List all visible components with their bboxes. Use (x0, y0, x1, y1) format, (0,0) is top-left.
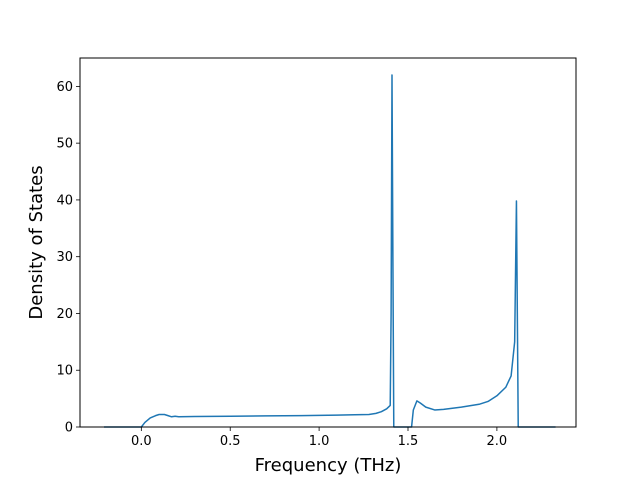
y-tick-label: 20 (56, 307, 73, 322)
ticks: 0.0 0.5 1.0 1.5 2.0 0 10 20 30 40 50 60 (56, 80, 507, 449)
y-tick-label: 10 (56, 364, 73, 379)
x-tick-label: 0.5 (220, 434, 241, 449)
x-axis-label: Frequency (THz) (255, 455, 402, 476)
plot-area (104, 74, 556, 428)
axes-frame (79, 57, 577, 428)
x-tick-label: 1.0 (309, 434, 330, 449)
y-tick-label: 0 (65, 421, 73, 436)
y-tick-label: 50 (56, 137, 73, 152)
dos-series-line (104, 74, 556, 428)
x-tick-label: 0.0 (131, 434, 152, 449)
x-tick-label: 2.0 (487, 434, 508, 449)
y-tick-label: 60 (56, 80, 73, 95)
y-axis-label: Density of States (26, 165, 47, 319)
x-tick-label: 1.5 (398, 434, 419, 449)
y-tick-label: 40 (56, 193, 73, 208)
y-tick-label: 30 (56, 250, 73, 265)
